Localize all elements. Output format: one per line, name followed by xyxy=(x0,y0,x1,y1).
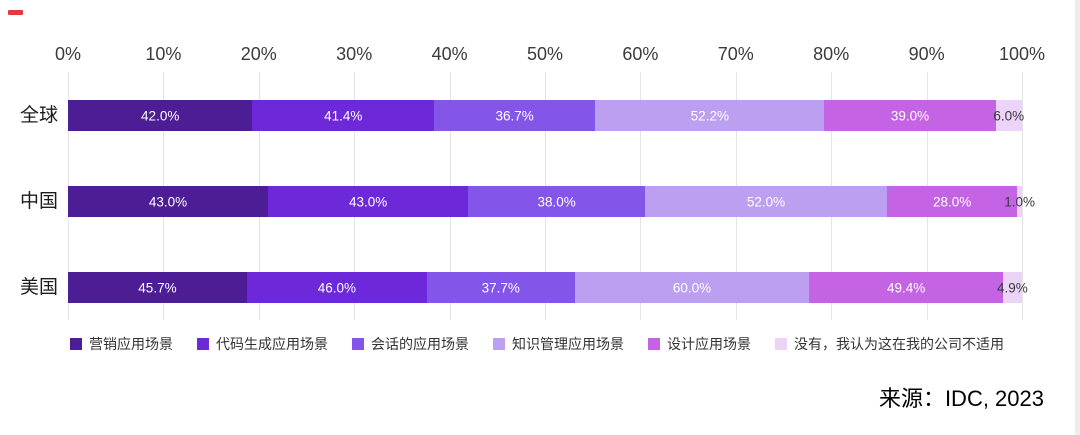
legend-swatch xyxy=(70,338,82,350)
segment-value-label: 52.0% xyxy=(746,194,786,209)
segment-value-label: 39.0% xyxy=(890,108,930,123)
bar-segment: 42.0% xyxy=(68,100,253,131)
legend-item: 知识管理应用场景 xyxy=(493,334,624,354)
legend-swatch xyxy=(493,338,505,350)
tick-label: 80% xyxy=(813,44,850,64)
segment-value-label: 46.0% xyxy=(317,280,357,295)
legend-item: 代码生成应用场景 xyxy=(197,334,328,354)
segment-value-label: 49.4% xyxy=(886,280,926,295)
legend-label: 设计应用场景 xyxy=(667,336,751,352)
segment-value-label: 6.0% xyxy=(993,108,1025,123)
bar-segment: 43.0% xyxy=(68,186,269,217)
row-label: 中国 xyxy=(20,191,59,212)
bar-segment: 6.0% xyxy=(993,100,1025,131)
row-label: 美国 xyxy=(20,277,59,298)
tick-label: 40% xyxy=(431,44,468,64)
bar-segment: 38.0% xyxy=(468,186,646,217)
bar-segment: 37.7% xyxy=(426,272,575,303)
legend-item: 会话的应用场景 xyxy=(352,334,469,354)
segment-value-label: 45.7% xyxy=(138,280,177,295)
bar-segment: 49.4% xyxy=(809,272,1003,303)
red-corner-mark xyxy=(8,10,23,15)
bar-segment: 60.0% xyxy=(574,272,810,303)
segment-value-label: 60.0% xyxy=(672,280,712,295)
row-label: 全球 xyxy=(20,105,59,126)
bar-segment: 45.7% xyxy=(68,272,247,303)
bar-segment: 39.0% xyxy=(824,100,996,131)
bar-segment: 43.0% xyxy=(268,186,469,217)
legend-label: 知识管理应用场景 xyxy=(512,336,624,352)
page-edge-strip xyxy=(1075,0,1080,435)
legend-item: 设计应用场景 xyxy=(648,334,751,354)
segment-value-label: 41.4% xyxy=(324,108,363,123)
segment-value-label: 43.0% xyxy=(349,194,388,209)
segment-value-label: 42.0% xyxy=(141,108,180,123)
tick-label: 30% xyxy=(336,44,373,64)
tick-label: 0% xyxy=(54,44,82,64)
legend-label: 没有，我认为这在我的公司不适用 xyxy=(794,336,1004,352)
legend-swatch xyxy=(648,338,660,350)
stacked-bar: 43.0% 43.0% 38.0% 52.0% 28.0% 1.0% xyxy=(68,186,1035,217)
tick-label: 70% xyxy=(717,44,754,64)
bar-segment: 36.7% xyxy=(434,100,596,131)
bar-segment: 1.0% xyxy=(1004,186,1035,217)
stacked-bar: 42.0% 41.4% 36.7% 52.2% 39.0% 6.0% xyxy=(68,100,1025,131)
bar-segment: 4.9% xyxy=(997,272,1028,303)
legend: 营销应用场景 代码生成应用场景 会话的应用场景 知识管理应用场景 设计应用场景 没有，我认… xyxy=(70,334,1050,354)
bar-segment: 52.2% xyxy=(595,100,825,131)
tick-label: 60% xyxy=(622,44,659,64)
legend-swatch xyxy=(197,338,209,350)
legend-swatch xyxy=(352,338,364,350)
legend-swatch xyxy=(775,338,787,350)
x-axis: 0% 10% 20% 30% 40% 50% 60% 70% 80% 90% 100% xyxy=(55,44,1045,66)
segment-value-label: 37.7% xyxy=(481,280,520,295)
segment-value-label: 28.0% xyxy=(933,194,972,209)
segment-value-label: 4.9% xyxy=(996,280,1028,295)
legend-item: 营销应用场景 xyxy=(70,334,173,354)
tick-label: 20% xyxy=(240,44,277,64)
bar-segment: 46.0% xyxy=(246,272,427,303)
stacked-bar: 45.7% 46.0% 37.7% 60.0% 49.4% 4.9% xyxy=(68,272,1028,303)
legend-label: 营销应用场景 xyxy=(89,336,173,352)
legend-label: 会话的应用场景 xyxy=(371,336,469,352)
segment-value-label: 43.0% xyxy=(148,194,188,209)
source-label: 来源：IDC, 2023 xyxy=(878,386,1044,411)
segment-value-label: 1.0% xyxy=(1004,194,1035,209)
segment-value-label: 38.0% xyxy=(537,194,576,209)
legend-item: 没有，我认为这在我的公司不适用 xyxy=(775,334,1004,354)
bar-segment: 28.0% xyxy=(887,186,1018,217)
segment-value-label: 52.2% xyxy=(690,108,729,123)
legend-label: 代码生成应用场景 xyxy=(216,336,328,352)
bar-segment: 52.0% xyxy=(645,186,887,217)
tick-label: 10% xyxy=(145,44,182,64)
tick-label: 100% xyxy=(998,44,1046,64)
bar-segment: 41.4% xyxy=(252,100,435,131)
plot-area: 42.0% 41.4% 36.7% 52.2% 39.0% 6.0% 43.0% 43.0% 3… xyxy=(68,72,1035,320)
gridline xyxy=(1022,72,1023,320)
segment-value-label: 36.7% xyxy=(495,108,534,123)
tick-label: 50% xyxy=(526,44,564,64)
tick-label: 90% xyxy=(908,44,945,64)
